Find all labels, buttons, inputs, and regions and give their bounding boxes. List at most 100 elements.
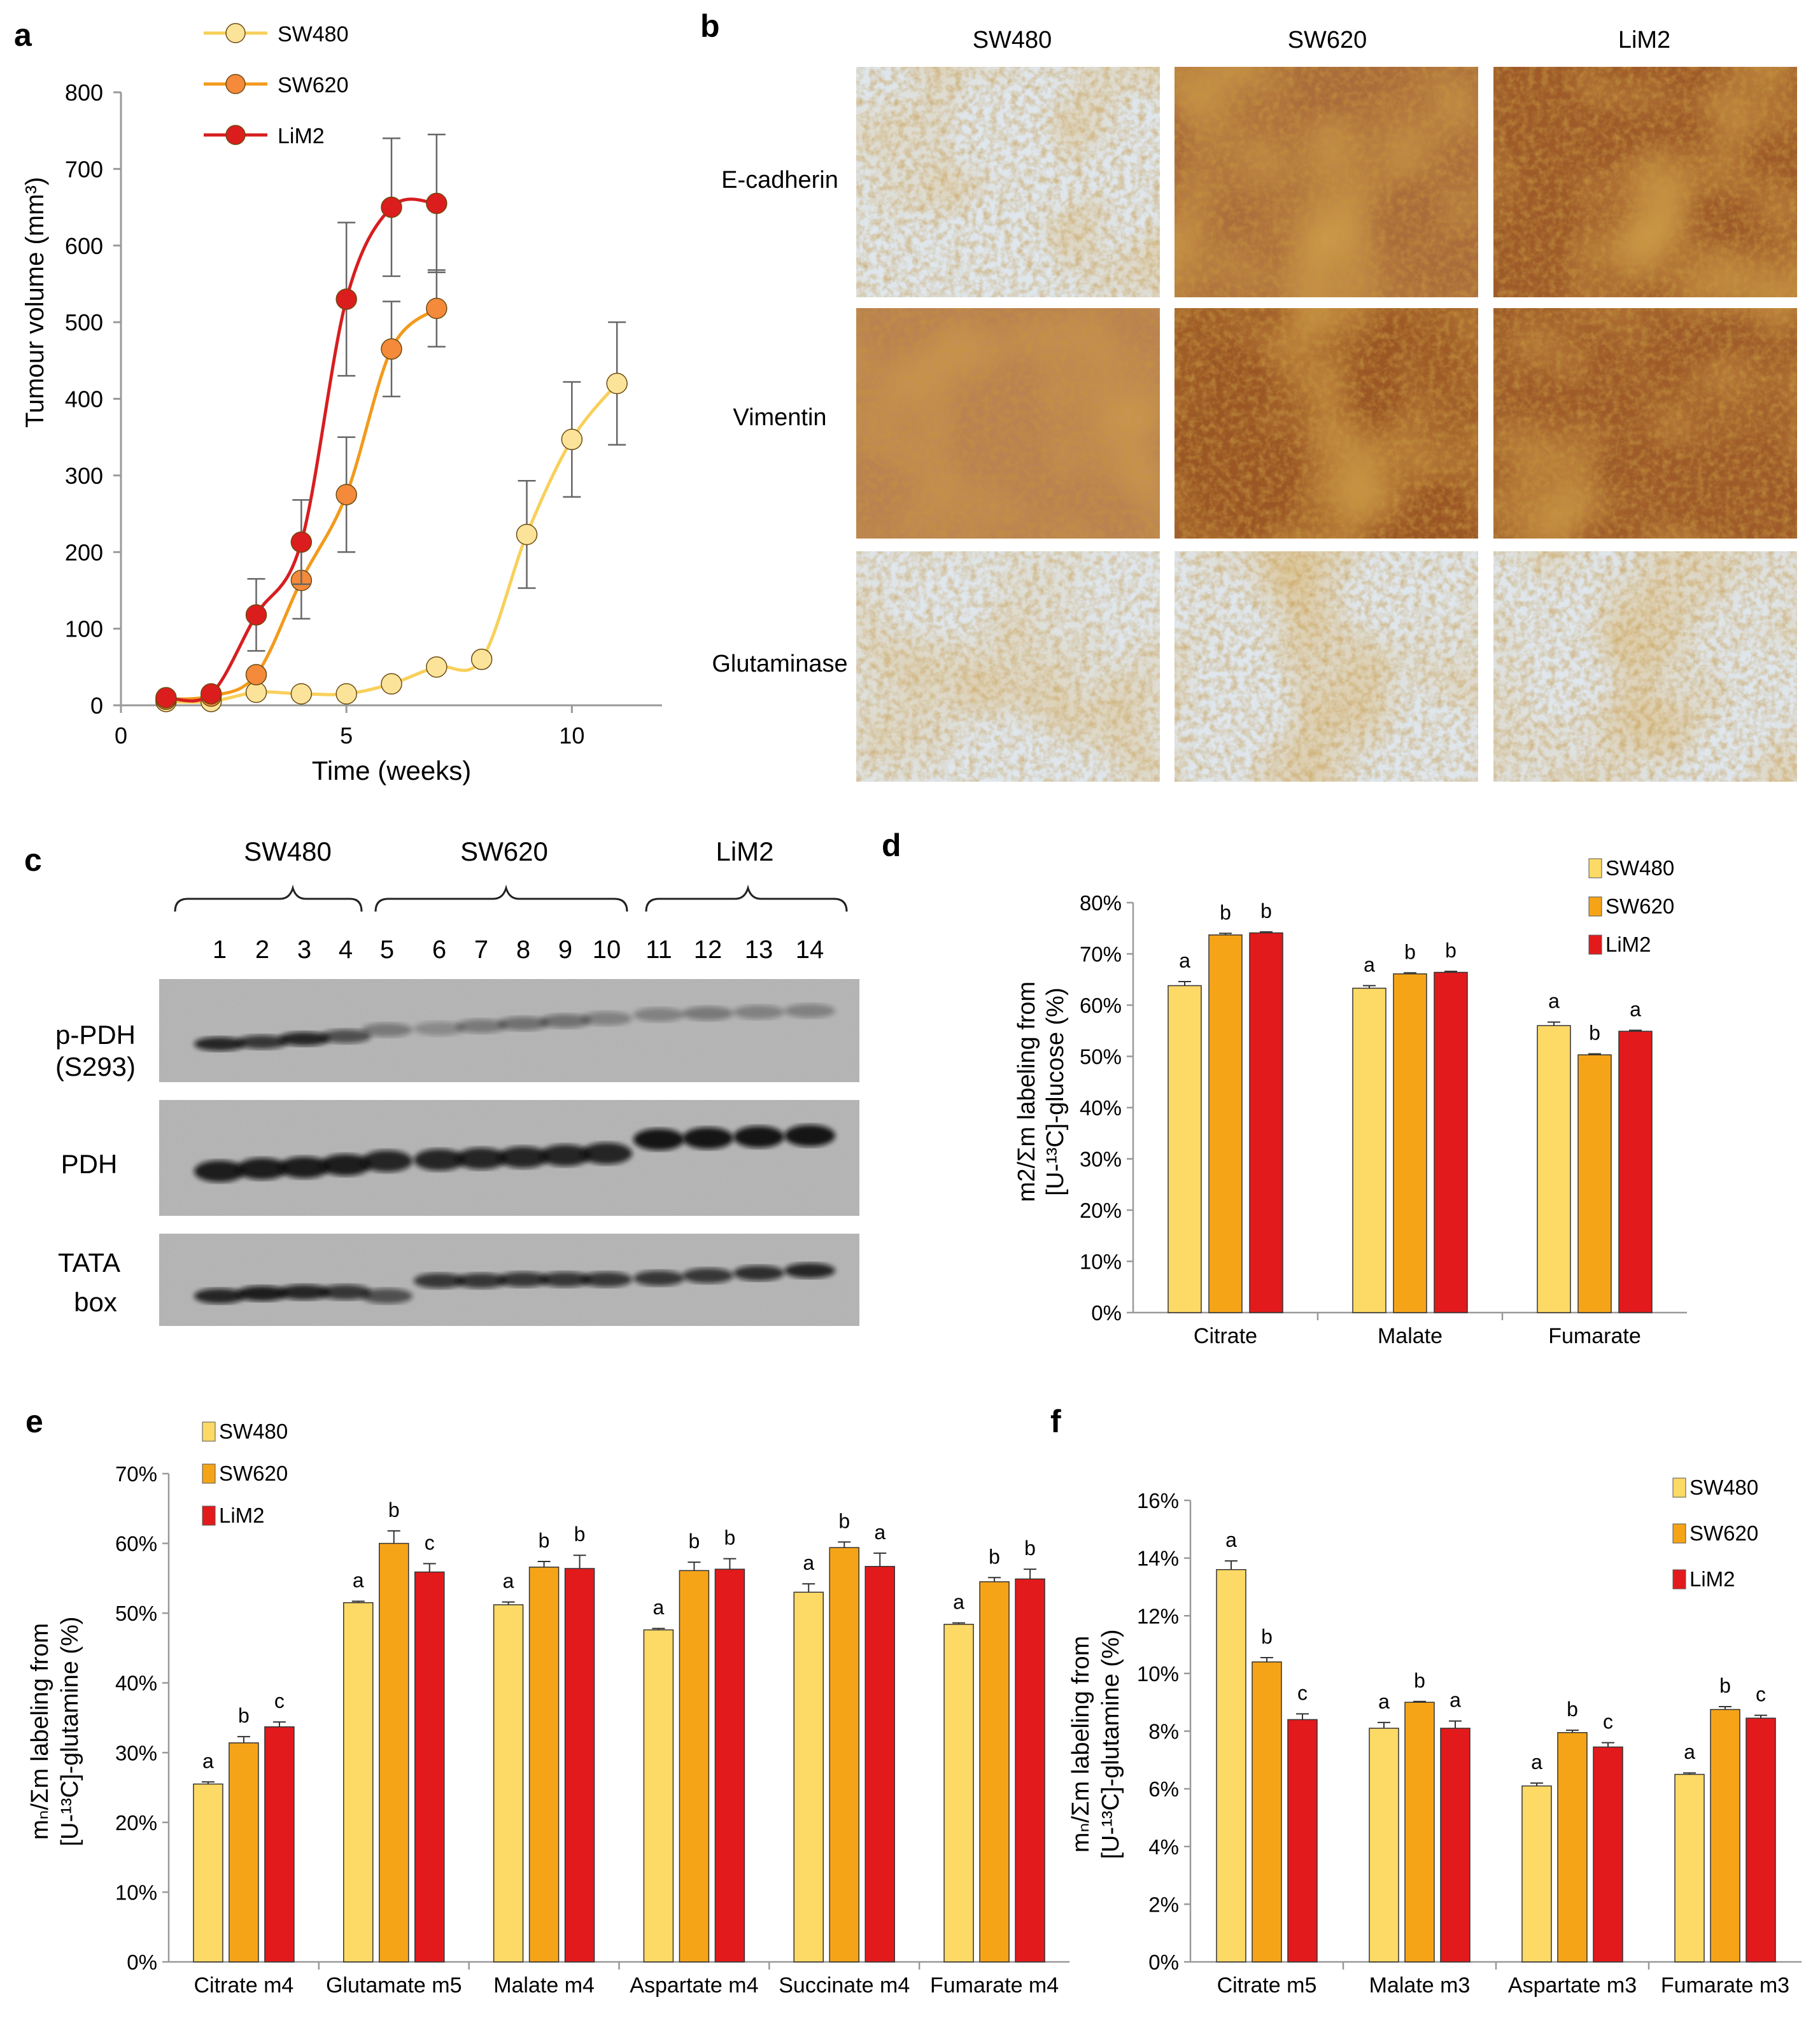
chart-d-legend-label-sw620: SW620 [1605, 894, 1674, 918]
chart-d-bar-sw480-citrate [1167, 985, 1202, 1313]
chart-a-ytick-label: 0 [90, 693, 103, 719]
chart-f-bar-sw480-aspartate-m3 [1521, 1785, 1552, 1963]
chart-d-significance-letter: a [1548, 990, 1560, 1013]
chart-a-ylabel: Tumour volume (mm³) [21, 177, 49, 428]
blot-lane-number: 4 [339, 936, 353, 964]
chart-f-significance-letter: a [1225, 1528, 1237, 1551]
chart-e-legend-swatch-lim2 [202, 1505, 216, 1526]
blot-row-label-box: box [74, 1287, 117, 1317]
panel-letter-f: f [1050, 1404, 1061, 1439]
chart-a-xtick-label: 5 [340, 722, 353, 749]
blot-band [320, 1285, 371, 1300]
western-blot-panel: SW480 SW620 LiM2 p-PDH (S293) PDH TATA b… [55, 836, 859, 1326]
chart-e-significance-letter: b [574, 1523, 586, 1546]
chart-e-legend-swatch-sw480 [202, 1421, 216, 1442]
chart-e-significance-letter: a [202, 1749, 214, 1772]
chart-d-legend-swatch-lim2 [1588, 934, 1602, 955]
blot-band [633, 1271, 684, 1286]
chart-d-legend-swatch-sw620 [1588, 896, 1602, 917]
chart-a-point-sw480 [290, 683, 313, 705]
chart-a-ytick-label: 300 [65, 463, 103, 489]
chart-f-ytick-label: 14% [1137, 1547, 1179, 1570]
chart-d-bar-lim2-fumarate [1618, 1031, 1653, 1313]
chart-e-ytick-label: 50% [115, 1602, 157, 1625]
blot-lane-number: 1 [213, 936, 227, 964]
chart-d-ylabel-line1: m2/Σm labeling from [1013, 982, 1040, 1202]
panel-letter-d: d [882, 828, 901, 863]
ihc-tile-texture [1175, 551, 1478, 782]
chart-f-bar-lim2-fumarate-m3 [1746, 1717, 1776, 1963]
chart-e-legend-label-lim2: LiM2 [219, 1504, 265, 1527]
blot-band [581, 1272, 632, 1287]
chart-a-point-sw480 [381, 673, 402, 695]
chart-f-significance-letter: a [1378, 1690, 1390, 1713]
chart-a-point-lim2 [381, 196, 402, 218]
chart-d-significance-letter: b [1445, 939, 1457, 962]
chart-e-bar-lim2-fumarate-m4 [1015, 1578, 1045, 1963]
chart-e-category-label: Citrate m4 [194, 1973, 294, 1998]
ihc-tile-texture [1493, 551, 1797, 782]
panel-letter-e: e [25, 1404, 43, 1439]
chart-a-line-sw480 [166, 382, 619, 704]
chart-a-ytick-label: 100 [65, 616, 103, 642]
blot-band [682, 1127, 733, 1149]
chart-a-line-lim2 [166, 197, 437, 703]
chart-f-legend-label-sw480: SW480 [1689, 1476, 1758, 1499]
chart-a-point-lim2 [200, 683, 222, 705]
chart-a-legend-marker-lim2 [225, 125, 246, 145]
chart-f-significance-letter: a [1531, 1751, 1542, 1773]
blot-band [194, 1160, 245, 1182]
blot-membrane-texture [159, 979, 859, 1082]
chart-d-significance-letter: b [1589, 1021, 1600, 1044]
chart-e-category-label: Fumarate m4 [930, 1973, 1059, 1998]
chart-e-bar-sw480-fumarate-m4 [943, 1623, 974, 1963]
ihc-tile-texture [856, 308, 1160, 539]
chart-f-category-label: Citrate m5 [1217, 1973, 1317, 1998]
chart-a-tumour-growth: Tumour volume (mm³) Time (weeks) 0100200… [21, 22, 662, 786]
chart-a-legend-label-sw480: SW480 [278, 22, 349, 46]
chart-f-legend-swatch-lim2 [1672, 1569, 1686, 1589]
chart-e-significance-letter: a [503, 1570, 514, 1593]
chart-e-ylabel-line1: mₙ/Σm labeling from [27, 1623, 53, 1840]
ihc-tile-texture [856, 67, 1160, 297]
chart-e-significance-letter: b [838, 1509, 850, 1532]
chart-a-point-sw620 [335, 484, 357, 505]
chart-f-ytick-label: 2% [1148, 1893, 1179, 1916]
chart-d-ylabel-line2: [U-¹³C]-glucose (%) [1042, 987, 1069, 1195]
chart-e-significance-letter: b [989, 1545, 1000, 1568]
chart-d-bar-lim2-malate [1434, 971, 1468, 1313]
chart-f-category-label: Aspartate m3 [1508, 1973, 1637, 1998]
chart-f-bar-sw480-citrate-m5 [1216, 1569, 1246, 1963]
blot-row-label-pdh: PDH [61, 1149, 118, 1179]
blot-band [414, 1273, 465, 1288]
chart-d-ytick-label: 60% [1080, 994, 1122, 1017]
chart-e-bar-sw480-citrate-m4 [193, 1783, 223, 1963]
chart-d-significance-letter: a [1179, 949, 1190, 972]
chart-d-legend-swatch-sw480 [1588, 858, 1602, 878]
chart-e-bar-sw480-aspartate-m4 [643, 1629, 674, 1963]
chart-e-ytick-label: 30% [115, 1741, 157, 1765]
chart-d-category-label: Fumarate [1548, 1324, 1641, 1348]
chart-e-ylabel-line2: [U-¹³C]-glutamine (%) [57, 1616, 83, 1846]
chart-a-ytick-label: 400 [65, 386, 103, 412]
blot-band [733, 1265, 784, 1281]
blot-band [320, 1154, 371, 1176]
chart-e-bar-sw480-malate-m4 [493, 1604, 524, 1963]
chart-f-significance-letter: c [1756, 1683, 1766, 1706]
chart-a-xtick-label: 10 [559, 722, 584, 749]
chart-f-bar-lim2-aspartate-m3 [1593, 1746, 1623, 1963]
chart-e-bar-sw620-aspartate-m4 [679, 1570, 710, 1963]
blot-band [540, 1014, 591, 1028]
chart-e-category-label: Malate m4 [493, 1973, 595, 1998]
chart-e-legend-swatch-sw620 [202, 1463, 216, 1484]
chart-f-bar-sw480-malate-m3 [1369, 1728, 1399, 1963]
chart-f-legend-swatch-sw480 [1672, 1477, 1686, 1498]
blot-band [237, 1158, 288, 1180]
chart-e-significance-letter: b [689, 1530, 700, 1553]
chart-e-ytick-label: 60% [115, 1532, 157, 1556]
blot-row-label-p-pdh: p-PDH [55, 1020, 136, 1050]
chart-e-significance-letter: c [425, 1531, 435, 1554]
blot-brace-sw480 [174, 884, 363, 912]
chart-e-bar-lim2-glutamate-m5 [414, 1571, 445, 1963]
chart-f-legend-label-sw620: SW620 [1689, 1521, 1758, 1545]
